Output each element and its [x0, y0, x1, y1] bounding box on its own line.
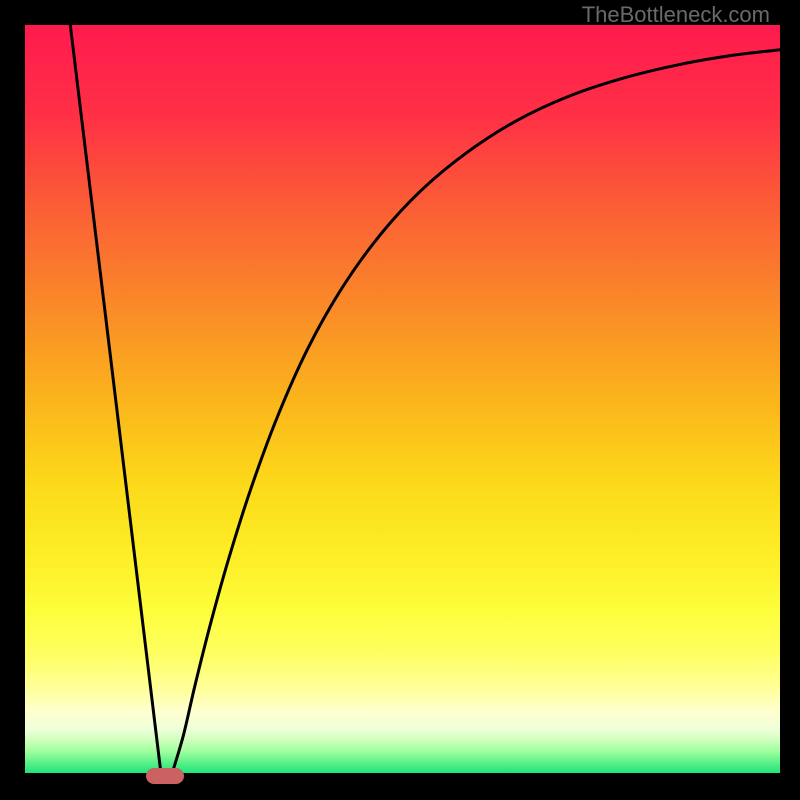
curve-overlay: [25, 25, 780, 773]
bottleneck-marker: [146, 768, 184, 784]
plot-area: [25, 25, 780, 773]
chart-container: TheBottleneck.com: [0, 0, 800, 800]
curve-right-segment: [172, 50, 780, 773]
curve-left-segment: [70, 25, 161, 773]
watermark-text: TheBottleneck.com: [582, 2, 770, 28]
